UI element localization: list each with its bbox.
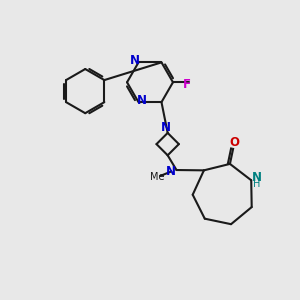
Text: F: F — [183, 78, 191, 91]
Text: N: N — [166, 165, 176, 178]
Text: H: H — [253, 179, 261, 189]
Text: N: N — [137, 94, 147, 107]
Text: N: N — [252, 171, 262, 184]
Text: O: O — [230, 136, 239, 149]
Text: N: N — [161, 122, 171, 134]
Text: N: N — [130, 54, 140, 68]
Text: Me: Me — [150, 172, 165, 182]
